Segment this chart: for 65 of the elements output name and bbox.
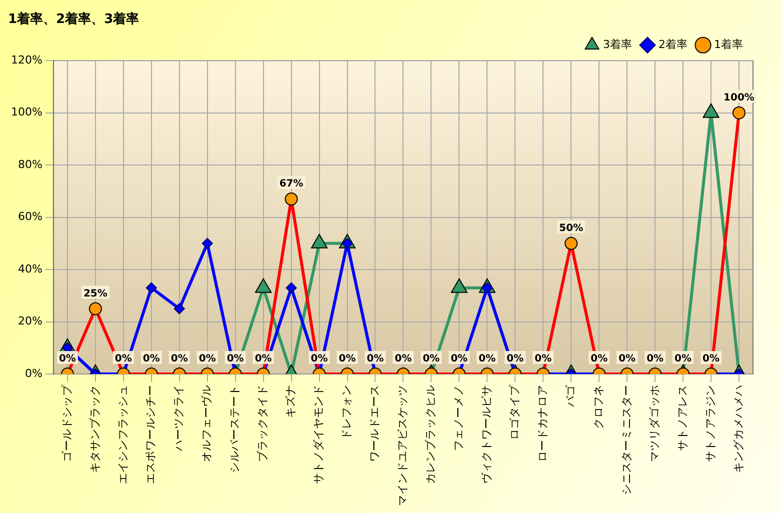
x-tick-label: キタサンブラック <box>88 385 102 473</box>
data-label: 0% <box>114 354 132 365</box>
data-label: 67% <box>279 178 304 190</box>
data-label: 0% <box>226 354 244 365</box>
x-tick-label: ブラックタイド <box>256 385 270 462</box>
x-tick-label: ヴィクトワールピサ <box>480 385 494 484</box>
data-label: 0% <box>506 354 524 365</box>
x-tick-label: クロフネ <box>592 385 605 429</box>
data-label: 0% <box>254 354 272 365</box>
data-label: 0% <box>338 354 356 365</box>
data-label: 100% <box>724 92 754 104</box>
x-tick-label: ドレフォン <box>340 385 354 440</box>
x-tick-label: ロゴタイプ <box>508 384 522 440</box>
x-tick-label: エイシンフラッシュ <box>116 385 130 484</box>
data-label: 0% <box>394 354 412 365</box>
x-tick-label: サトノダイヤモンド <box>312 385 326 484</box>
data-label: 0% <box>142 354 160 365</box>
y-tick-label: 40% <box>18 262 42 276</box>
point <box>450 278 468 293</box>
x-tick-label: ゴールドシップ <box>60 384 74 462</box>
chart-title: 1着率、2着率、3着率 <box>8 11 140 28</box>
data-label: 0% <box>198 354 216 365</box>
x-tick-label: フェノーメノ <box>452 385 466 451</box>
y-tick-label: 60% <box>18 210 42 224</box>
x-tick-label: キングカメハメハ <box>732 385 745 473</box>
point <box>255 278 272 293</box>
data-label: 0% <box>646 354 664 365</box>
data-label: 0% <box>366 354 384 365</box>
data-label: 0% <box>450 354 468 365</box>
y-tick-label: 0% <box>24 366 42 380</box>
data-label: 0% <box>58 354 76 365</box>
data-label: 50% <box>559 223 584 234</box>
data-label: 0% <box>674 354 692 365</box>
x-tick-label: シルバーステート <box>228 385 242 473</box>
point <box>202 238 213 249</box>
data-label: 0% <box>310 354 328 365</box>
y-tick-label: 80% <box>18 158 42 171</box>
x-tick-label: オルフェーヴル <box>200 385 214 462</box>
x-tick-label: エスポワールシチー <box>144 385 158 484</box>
x-tick-label: サトノアレス <box>676 385 689 451</box>
x-tick-label: サトノアラジン <box>704 385 717 462</box>
x-tick-label: ロードカナロア <box>536 385 549 462</box>
y-tick-label: 20% <box>18 314 42 328</box>
x-tick-label: カレンブラックヒル <box>424 385 438 484</box>
x-tick-label: キズナ <box>284 385 298 418</box>
data-label: 0% <box>590 354 608 365</box>
data-label: 0% <box>702 354 720 365</box>
x-tick-label: バゴ <box>564 384 577 408</box>
legend-label: 2着率 <box>658 38 688 51</box>
legend-label: 1着率 <box>714 38 743 51</box>
y-tick-label: 120% <box>10 53 42 66</box>
x-tick-label: ハーツクライ <box>172 385 186 452</box>
x-tick-label: マツリダゴッホ <box>648 385 661 462</box>
legend-label: 3着率 <box>603 38 632 51</box>
x-tick-label: シニスターミニスター <box>620 385 633 495</box>
data-label: 0% <box>170 354 188 365</box>
x-tick-label: ワールドエース <box>368 385 382 462</box>
y-tick-label: 100% <box>10 106 42 119</box>
data-label: 0% <box>422 354 440 365</box>
data-label: 0% <box>618 354 636 365</box>
data-label: 25% <box>83 288 108 300</box>
data-label: 0% <box>534 354 552 365</box>
point <box>310 234 328 248</box>
data-label: 0% <box>478 354 496 365</box>
x-tick-label: マインドユアビスケッツ <box>396 385 410 506</box>
